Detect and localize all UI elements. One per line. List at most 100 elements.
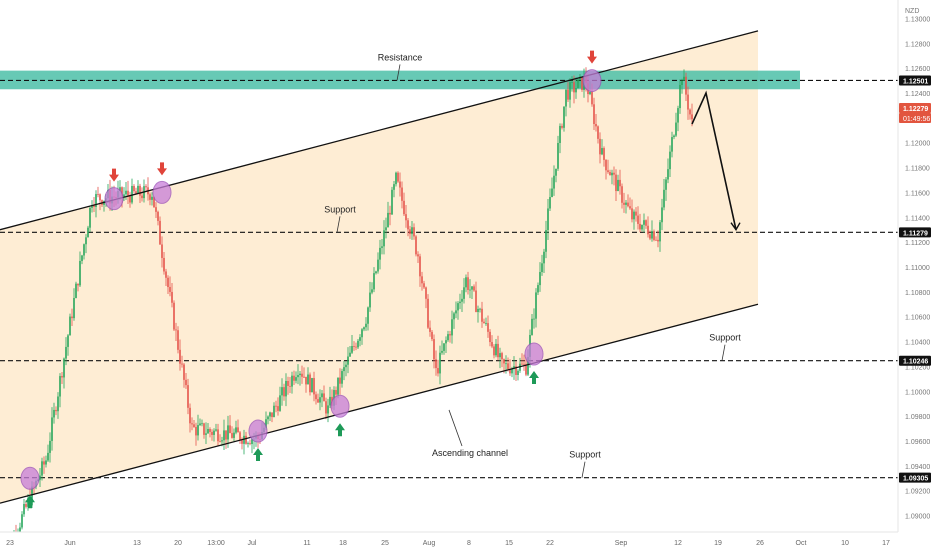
candle-body (95, 194, 97, 207)
candle-body (503, 359, 505, 364)
candle-body (49, 440, 51, 453)
candle-body (497, 343, 499, 358)
candle-body (179, 349, 181, 364)
candle-body (79, 260, 81, 286)
candle-body (57, 396, 59, 412)
candle-body (531, 318, 533, 335)
candle-body (441, 350, 443, 353)
x-tick-label: Oct (796, 540, 807, 547)
candle-body (647, 225, 649, 235)
candle-body (565, 89, 567, 107)
candle-body (269, 412, 271, 417)
y-tick-label: 1.11800 (905, 166, 930, 173)
candle-body (471, 286, 473, 290)
candle-body (507, 363, 509, 370)
candle-body (359, 337, 361, 341)
x-tick-label: 13:00 (207, 540, 225, 547)
candle-body (385, 227, 387, 231)
candle-body (517, 370, 519, 375)
candle-body (141, 195, 143, 199)
candle-body (329, 396, 331, 406)
candle-body (589, 91, 591, 95)
candle-body (71, 316, 73, 319)
candle-body (515, 366, 517, 375)
candle-body (67, 335, 69, 347)
candle-body (191, 423, 193, 425)
candle-body (465, 277, 467, 288)
candle-body (611, 172, 613, 176)
candle-body (603, 148, 605, 160)
candle-body (571, 82, 573, 83)
candle-body (501, 353, 503, 360)
touch-marker-5 (524, 342, 544, 366)
projection-arrowhead (730, 222, 741, 232)
candle-body (61, 376, 63, 378)
candle-body (203, 423, 205, 435)
candle-body (277, 406, 279, 411)
candle-body (505, 363, 507, 365)
candle-body (535, 292, 537, 319)
candle-body (283, 387, 285, 397)
candle-body (393, 184, 395, 190)
x-tick-label: 25 (381, 540, 389, 547)
x-tick-label: 12 (674, 540, 682, 547)
candle-body (155, 207, 157, 212)
candle-body (459, 301, 461, 304)
candle-body (619, 179, 621, 187)
candle-body (281, 387, 283, 396)
candle-body (319, 397, 321, 403)
candle-body (653, 231, 655, 240)
candle-body (627, 202, 629, 207)
candle-body (469, 289, 471, 291)
candle-body (489, 331, 491, 343)
candle-body (635, 211, 637, 216)
candle-body (657, 239, 659, 242)
candle-body (299, 373, 301, 376)
candle-body (205, 433, 207, 435)
candle-body (339, 377, 341, 384)
price-label-text: 1.10246 (903, 359, 928, 366)
candle-body (317, 399, 319, 403)
candle-body (207, 428, 209, 434)
candle-body (93, 205, 95, 207)
candle-body (273, 405, 275, 418)
y-tick-label: 1.11400 (905, 215, 930, 222)
candle-body (39, 475, 41, 480)
candle-body (199, 423, 201, 426)
candle-body (673, 135, 675, 138)
candle-body (345, 364, 347, 368)
candle-body (237, 427, 239, 433)
y-tick-label: 1.09600 (905, 439, 930, 446)
candle-body (473, 286, 475, 291)
candle-body (623, 202, 625, 205)
candle-body (215, 429, 217, 431)
level-label-0: Resistance (378, 52, 423, 62)
candle-body (225, 430, 227, 440)
candle-body (241, 440, 243, 444)
x-tick-label: Aug (423, 540, 436, 547)
candle-body (399, 181, 401, 188)
candle-body (389, 212, 391, 215)
candle-body (75, 283, 77, 298)
candle-body (407, 220, 409, 230)
candle-body (527, 356, 529, 375)
candle-body (467, 277, 469, 290)
candle-body (139, 185, 141, 196)
candle-body (187, 385, 189, 408)
candle-body (99, 194, 101, 201)
candle-body (383, 230, 385, 247)
candle-body (297, 375, 299, 378)
arrow-up-icon (529, 371, 539, 384)
candle-body (149, 194, 151, 200)
candle-body (119, 187, 121, 191)
candle-body (533, 318, 535, 320)
candle-body (153, 196, 155, 208)
candle-body (83, 244, 85, 256)
channel-upper-line (0, 30, 759, 231)
candle-body (553, 175, 555, 189)
candle-body (481, 308, 483, 322)
y-tick-label: 1.09800 (905, 414, 930, 421)
candle-body (409, 229, 411, 235)
